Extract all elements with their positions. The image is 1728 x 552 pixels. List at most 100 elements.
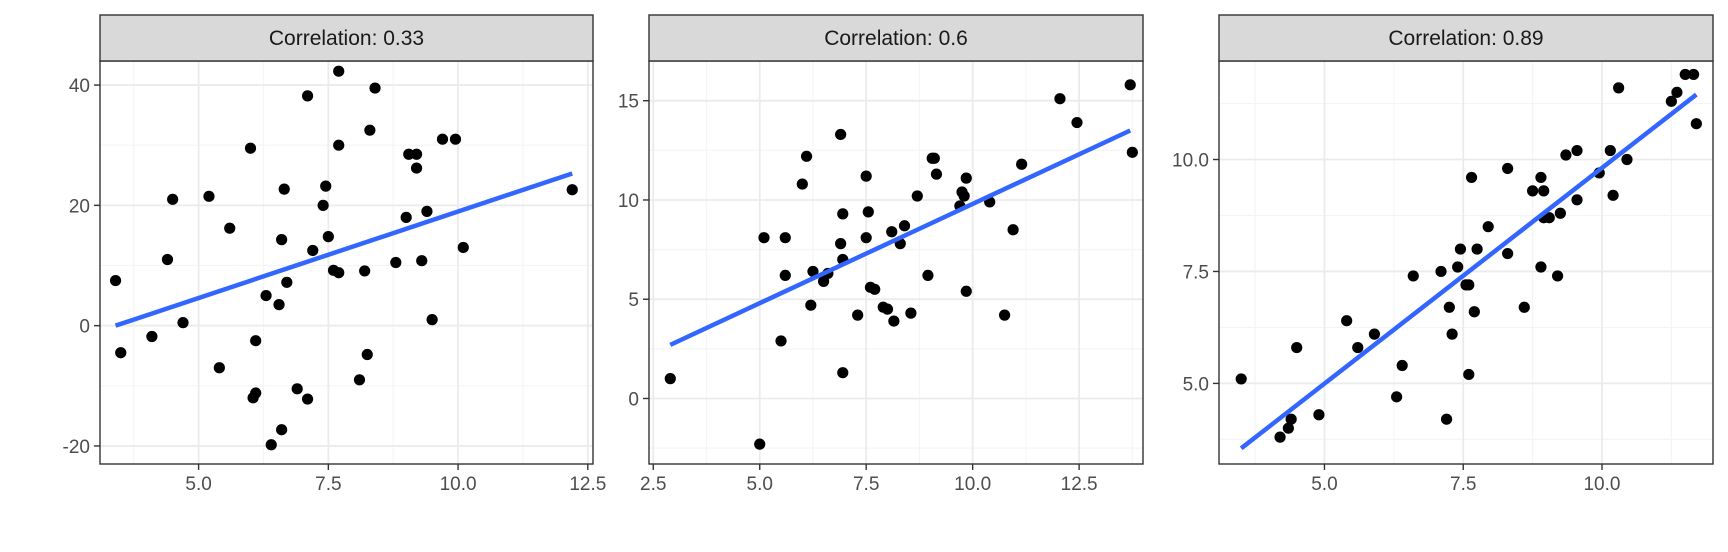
panel-1-point-10 xyxy=(244,142,257,154)
panel-1-x-tick-label-1: 5.0 xyxy=(185,474,211,495)
panel-2-point-30 xyxy=(905,307,917,319)
panel-2-point-26 xyxy=(886,226,898,238)
panel-1-point-32 xyxy=(353,374,366,386)
panel-1-point-27 xyxy=(322,231,334,243)
panel-3-point-11 xyxy=(1396,359,1408,372)
panel-1-y-tick-label-4: 40 xyxy=(69,76,90,97)
panel-1-point-26 xyxy=(320,180,332,192)
panel-1-point-23 xyxy=(301,393,314,405)
panel-3-point-12 xyxy=(1407,270,1419,282)
panel-2-point-27 xyxy=(888,315,900,327)
panel-2-point-23 xyxy=(869,283,881,295)
panel-3-point-49 xyxy=(1690,118,1702,130)
panel-3-point-23 xyxy=(1468,306,1480,318)
panel-1-point-44 xyxy=(426,314,438,326)
panel-3-x-tick-label-3: 10.0 xyxy=(1583,474,1620,495)
panel-1-point-33 xyxy=(359,265,371,277)
panel-1-point-46 xyxy=(449,133,462,145)
panel-3-point-48 xyxy=(1687,68,1700,81)
panel-2-point-17 xyxy=(837,208,849,220)
panel-3-point-38 xyxy=(1571,144,1583,157)
panel-3-point-36 xyxy=(1554,207,1566,219)
panel-2-point-6 xyxy=(779,269,791,282)
panel-3-point-45 xyxy=(1665,95,1677,107)
panel-3-point-43 xyxy=(1613,82,1625,94)
panel-2-point-29 xyxy=(898,220,911,232)
panel-3-point-5 xyxy=(1291,341,1303,354)
panel-3-point-27 xyxy=(1502,247,1514,260)
panel-3-point-39 xyxy=(1571,194,1583,206)
panel-3-point-9 xyxy=(1368,328,1381,340)
panel-1-point-31 xyxy=(333,139,345,151)
panel-2-point-7 xyxy=(796,178,808,190)
panel-3-point-41 xyxy=(1604,144,1616,157)
panel-3-point-26 xyxy=(1502,162,1514,175)
panel-1-background xyxy=(100,61,593,464)
panel-2-point-25 xyxy=(881,303,894,315)
panel-1-x-tick-label-3: 10.0 xyxy=(440,474,477,495)
panel-1-point-9 xyxy=(224,222,236,234)
panel-2: Correlation: 0.6 2.5 5.0 7.5 10.0 12.5 0 5 10 15 xyxy=(618,14,1144,495)
panel-3-point-20 xyxy=(1463,279,1475,291)
panel-3-point-21 xyxy=(1463,368,1475,381)
panel-3-point-31 xyxy=(1535,171,1547,184)
panel-1-title: Correlation: 0.33 xyxy=(269,27,424,50)
panel-1-point-5 xyxy=(167,193,179,205)
panel-1-point-13 xyxy=(250,335,262,347)
panel-1-point-1 xyxy=(109,274,122,287)
panel-2-point-5 xyxy=(779,232,791,244)
panel-2-title: Correlation: 0.6 xyxy=(824,27,968,50)
panel-2-point-35 xyxy=(930,168,943,180)
panel-1-point-35 xyxy=(364,124,376,136)
panel-3-point-3 xyxy=(1282,422,1294,434)
panel-2-point-1 xyxy=(664,373,676,385)
panel-3-point-8 xyxy=(1352,341,1364,354)
panel-2-point-32 xyxy=(922,269,934,282)
panel-2-point-8 xyxy=(800,150,813,162)
panel-1-point-2 xyxy=(115,347,127,359)
panel-1-point-21 xyxy=(291,383,303,395)
panel-2-point-10 xyxy=(807,265,819,278)
panel-3-point-1 xyxy=(1235,373,1247,385)
panel-1-point-43 xyxy=(421,205,433,217)
panel-2-y-tick-label-3: 10 xyxy=(618,191,639,212)
panel-3-point-4 xyxy=(1285,413,1297,425)
panel-1-point-25 xyxy=(317,199,329,211)
panel-2-y-tick-label-1: 0 xyxy=(628,389,639,410)
panel-2-point-48 xyxy=(1126,146,1138,158)
panel-1-x-tick-label-4: 12.5 xyxy=(569,474,606,495)
panel-2-point-40 xyxy=(960,172,972,184)
panel-3-point-6 xyxy=(1313,409,1325,421)
panel-3-point-2 xyxy=(1274,431,1286,443)
panel-1-y-tick-label-2: 0 xyxy=(79,317,90,338)
panel-3-point-35 xyxy=(1551,270,1564,282)
panel-3-point-28 xyxy=(1518,301,1530,313)
panel-2-point-9 xyxy=(805,299,817,311)
panel-3-point-24 xyxy=(1471,243,1483,255)
panel-1-y-tick-label-3: 20 xyxy=(69,196,90,217)
panel-1-point-29 xyxy=(333,65,345,77)
panel-1-point-7 xyxy=(203,190,215,202)
panel-1-point-36 xyxy=(369,82,381,94)
panel-1-point-22 xyxy=(301,90,314,102)
panel-1-point-3 xyxy=(146,330,158,343)
panel-2-x-tick-label-3: 7.5 xyxy=(853,474,879,495)
panel-3-point-15 xyxy=(1443,301,1455,313)
panel-2-point-46 xyxy=(1071,116,1083,129)
panel-3-point-22 xyxy=(1465,171,1478,184)
panel-1-point-19 xyxy=(278,183,290,195)
panel-3-fit-line xyxy=(1239,92,1698,451)
panel-2-point-31 xyxy=(911,190,923,202)
panel-3-strip xyxy=(1218,14,1714,62)
panel-2-point-38 xyxy=(958,190,970,202)
panel-2-point-21 xyxy=(862,206,874,218)
panel-1-point-30 xyxy=(333,267,345,279)
panel-3-y-tick-label-2: 7.5 xyxy=(1183,262,1209,283)
panel-2-y-tick-label-4: 15 xyxy=(618,92,639,113)
panel-3-point-18 xyxy=(1454,243,1467,255)
panel-1-point-17 xyxy=(276,424,288,436)
panel-3-point-47 xyxy=(1679,68,1691,81)
panel-1-point-41 xyxy=(410,162,423,174)
panel-3-point-16 xyxy=(1446,328,1458,340)
panel-3-point-44 xyxy=(1621,153,1633,166)
